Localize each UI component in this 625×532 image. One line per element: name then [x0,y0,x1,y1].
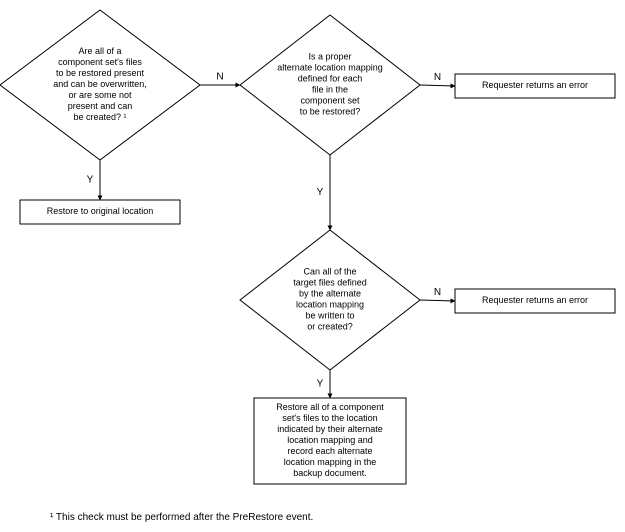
node-text: Requester returns an error [482,295,588,305]
node-text: Restore to original location [47,206,154,216]
box-b4: Restore all of a componentset's files to… [254,398,406,484]
footnote: ¹ This check must be performed after the… [50,512,313,523]
node-text: Is a properalternate location mappingdef… [277,52,383,117]
edge-label-3: Y [317,187,324,198]
edge-label-1: Y [87,175,94,186]
edge-4 [420,300,455,301]
edge-label-0: N [216,72,223,83]
box-b1: Restore to original location [20,200,180,224]
decision-d1: Are all of acomponent set's filesto be r… [0,10,200,160]
edge-2 [420,85,455,86]
decision-d3: Can all of thetarget files definedby the… [240,230,420,370]
box-b2: Requester returns an error [455,74,615,98]
decision-d2: Is a properalternate location mappingdef… [240,15,420,155]
node-text: Restore all of a componentset's files to… [276,402,384,478]
node-text: Can all of thetarget files definedby the… [293,267,367,332]
node-text: Are all of acomponent set's filesto be r… [53,46,147,122]
flowchart-canvas: Are all of acomponent set's filesto be r… [0,0,625,532]
edge-label-4: N [434,287,441,298]
box-b3: Requester returns an error [455,289,615,313]
node-text: Requester returns an error [482,80,588,90]
edge-label-2: N [434,72,441,83]
edge-label-5: Y [317,379,324,390]
